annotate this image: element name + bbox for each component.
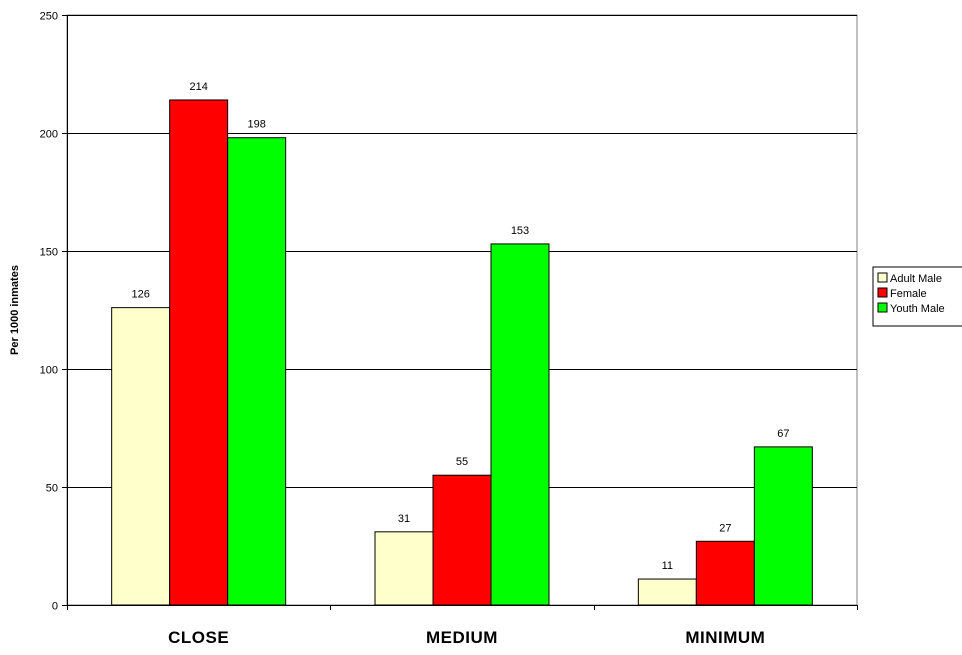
legend-label: Female: [890, 288, 927, 300]
y-tick-label: 100: [40, 365, 58, 377]
y-tick-label: 200: [40, 129, 58, 141]
x-tick-label: MINIMUM: [685, 628, 765, 647]
data-label: 67: [777, 428, 789, 440]
legend-swatch: [877, 287, 888, 298]
y-tick-label: 50: [46, 483, 58, 495]
x-tick-label: CLOSE: [168, 628, 229, 647]
legend-swatch: [877, 272, 888, 283]
bar-adult-male: [111, 307, 171, 606]
bar-female: [432, 474, 492, 606]
legend: Adult Male Female Youth Male: [872, 266, 962, 327]
bar-youth-male: [227, 137, 287, 606]
bar-adult-male: [637, 578, 697, 606]
data-label: 11: [662, 560, 673, 572]
legend-label: Adult Male: [890, 273, 942, 285]
x-tick-label: MEDIUM: [426, 628, 498, 647]
data-label: 27: [719, 522, 731, 534]
y-tick-label: 150: [40, 247, 58, 259]
legend-swatch: [877, 302, 888, 313]
y-tick-label: 0: [52, 601, 58, 613]
bar-adult-male: [374, 531, 434, 606]
data-label: 55: [456, 456, 468, 468]
y-tick-label: 250: [40, 11, 58, 23]
bar-youth-male: [753, 446, 813, 606]
data-label: 153: [511, 225, 529, 237]
legend-label: Youth Male: [890, 303, 945, 315]
bar-female: [695, 540, 755, 606]
data-label: 214: [189, 81, 207, 93]
data-label: 126: [131, 289, 149, 301]
legend-box: [872, 266, 962, 327]
data-label: 198: [247, 119, 265, 131]
bar-female: [169, 99, 229, 606]
bar-youth-male: [490, 243, 550, 606]
y-axis-label: Per 1000 inmates: [9, 265, 21, 355]
data-label: 31: [398, 513, 410, 525]
